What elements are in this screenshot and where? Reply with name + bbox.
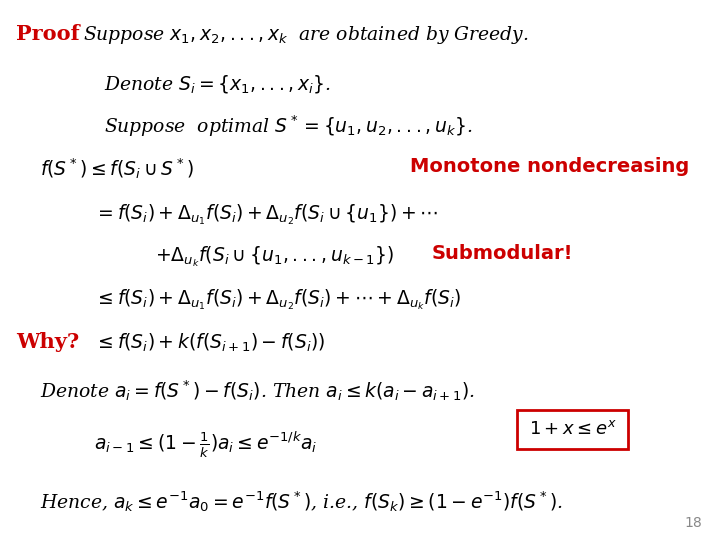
Text: Why?: Why?: [16, 332, 79, 352]
Text: $f(S^*) \leq f(S_i \cup S^*)$: $f(S^*) \leq f(S_i \cup S^*)$: [40, 157, 194, 181]
Text: Denote $a_i = f(S^*) - f(S_i)$. Then $a_i \leq k(a_i - a_{i+1})$.: Denote $a_i = f(S^*) - f(S_i)$. Then $a_…: [40, 378, 474, 403]
Text: 18: 18: [684, 516, 702, 530]
Text: Proof: Proof: [16, 24, 79, 44]
Text: Suppose  optimal $S^* = \{u_1, u_2,...,u_k\}$.: Suppose optimal $S^* = \{u_1, u_2,...,u_…: [104, 113, 473, 139]
Text: Monotone nondecreasing: Monotone nondecreasing: [410, 157, 690, 176]
Text: $\leq f(S_i) + k(f(S_{i+1}) - f(S_i))$: $\leq f(S_i) + k(f(S_{i+1}) - f(S_i))$: [94, 332, 325, 354]
Text: Suppose $x_1, x_2,...,x_k$  are obtained by Greedy.: Suppose $x_1, x_2,...,x_k$ are obtained …: [83, 24, 528, 46]
Bar: [517, 410, 628, 449]
Text: Denote $S_i = \{x_1,...,x_i\}$.: Denote $S_i = \{x_1,...,x_i\}$.: [104, 73, 331, 95]
Text: Submodular!: Submodular!: [432, 244, 574, 263]
Text: $a_{i-1} \leq (1 - \frac{1}{k})a_i \leq e^{-1/k}a_i$: $a_{i-1} \leq (1 - \frac{1}{k})a_i \leq …: [94, 429, 318, 460]
Text: Hence, $a_k \leq e^{-1}a_0 = e^{-1}f(S^*)$, i.e., $f(S_k) \geq (1-e^{-1})f(S^*)$: Hence, $a_k \leq e^{-1}a_0 = e^{-1}f(S^*…: [40, 489, 562, 514]
Text: $1 + x \leq e^x$: $1 + x \leq e^x$: [528, 420, 616, 438]
Text: $\leq f(S_i) + \Delta_{u_1}f(S_i) + \Delta_{u_2}f(S_i) + \cdots  + \Delta_{u_k}f: $\leq f(S_i) + \Delta_{u_1}f(S_i) + \Del…: [94, 287, 461, 312]
Text: $+ \Delta_{u_k}f(S_i \cup \{u_1,...,u_{k-1}\})$: $+ \Delta_{u_k}f(S_i \cup \{u_1,...,u_{k…: [155, 244, 394, 269]
Text: $= f(S_i) + \Delta_{u_1}f(S_i) + \Delta_{u_2}f(S_i \cup \{u_1\}) + \cdots$: $= f(S_i) + \Delta_{u_1}f(S_i) + \Delta_…: [94, 202, 438, 227]
